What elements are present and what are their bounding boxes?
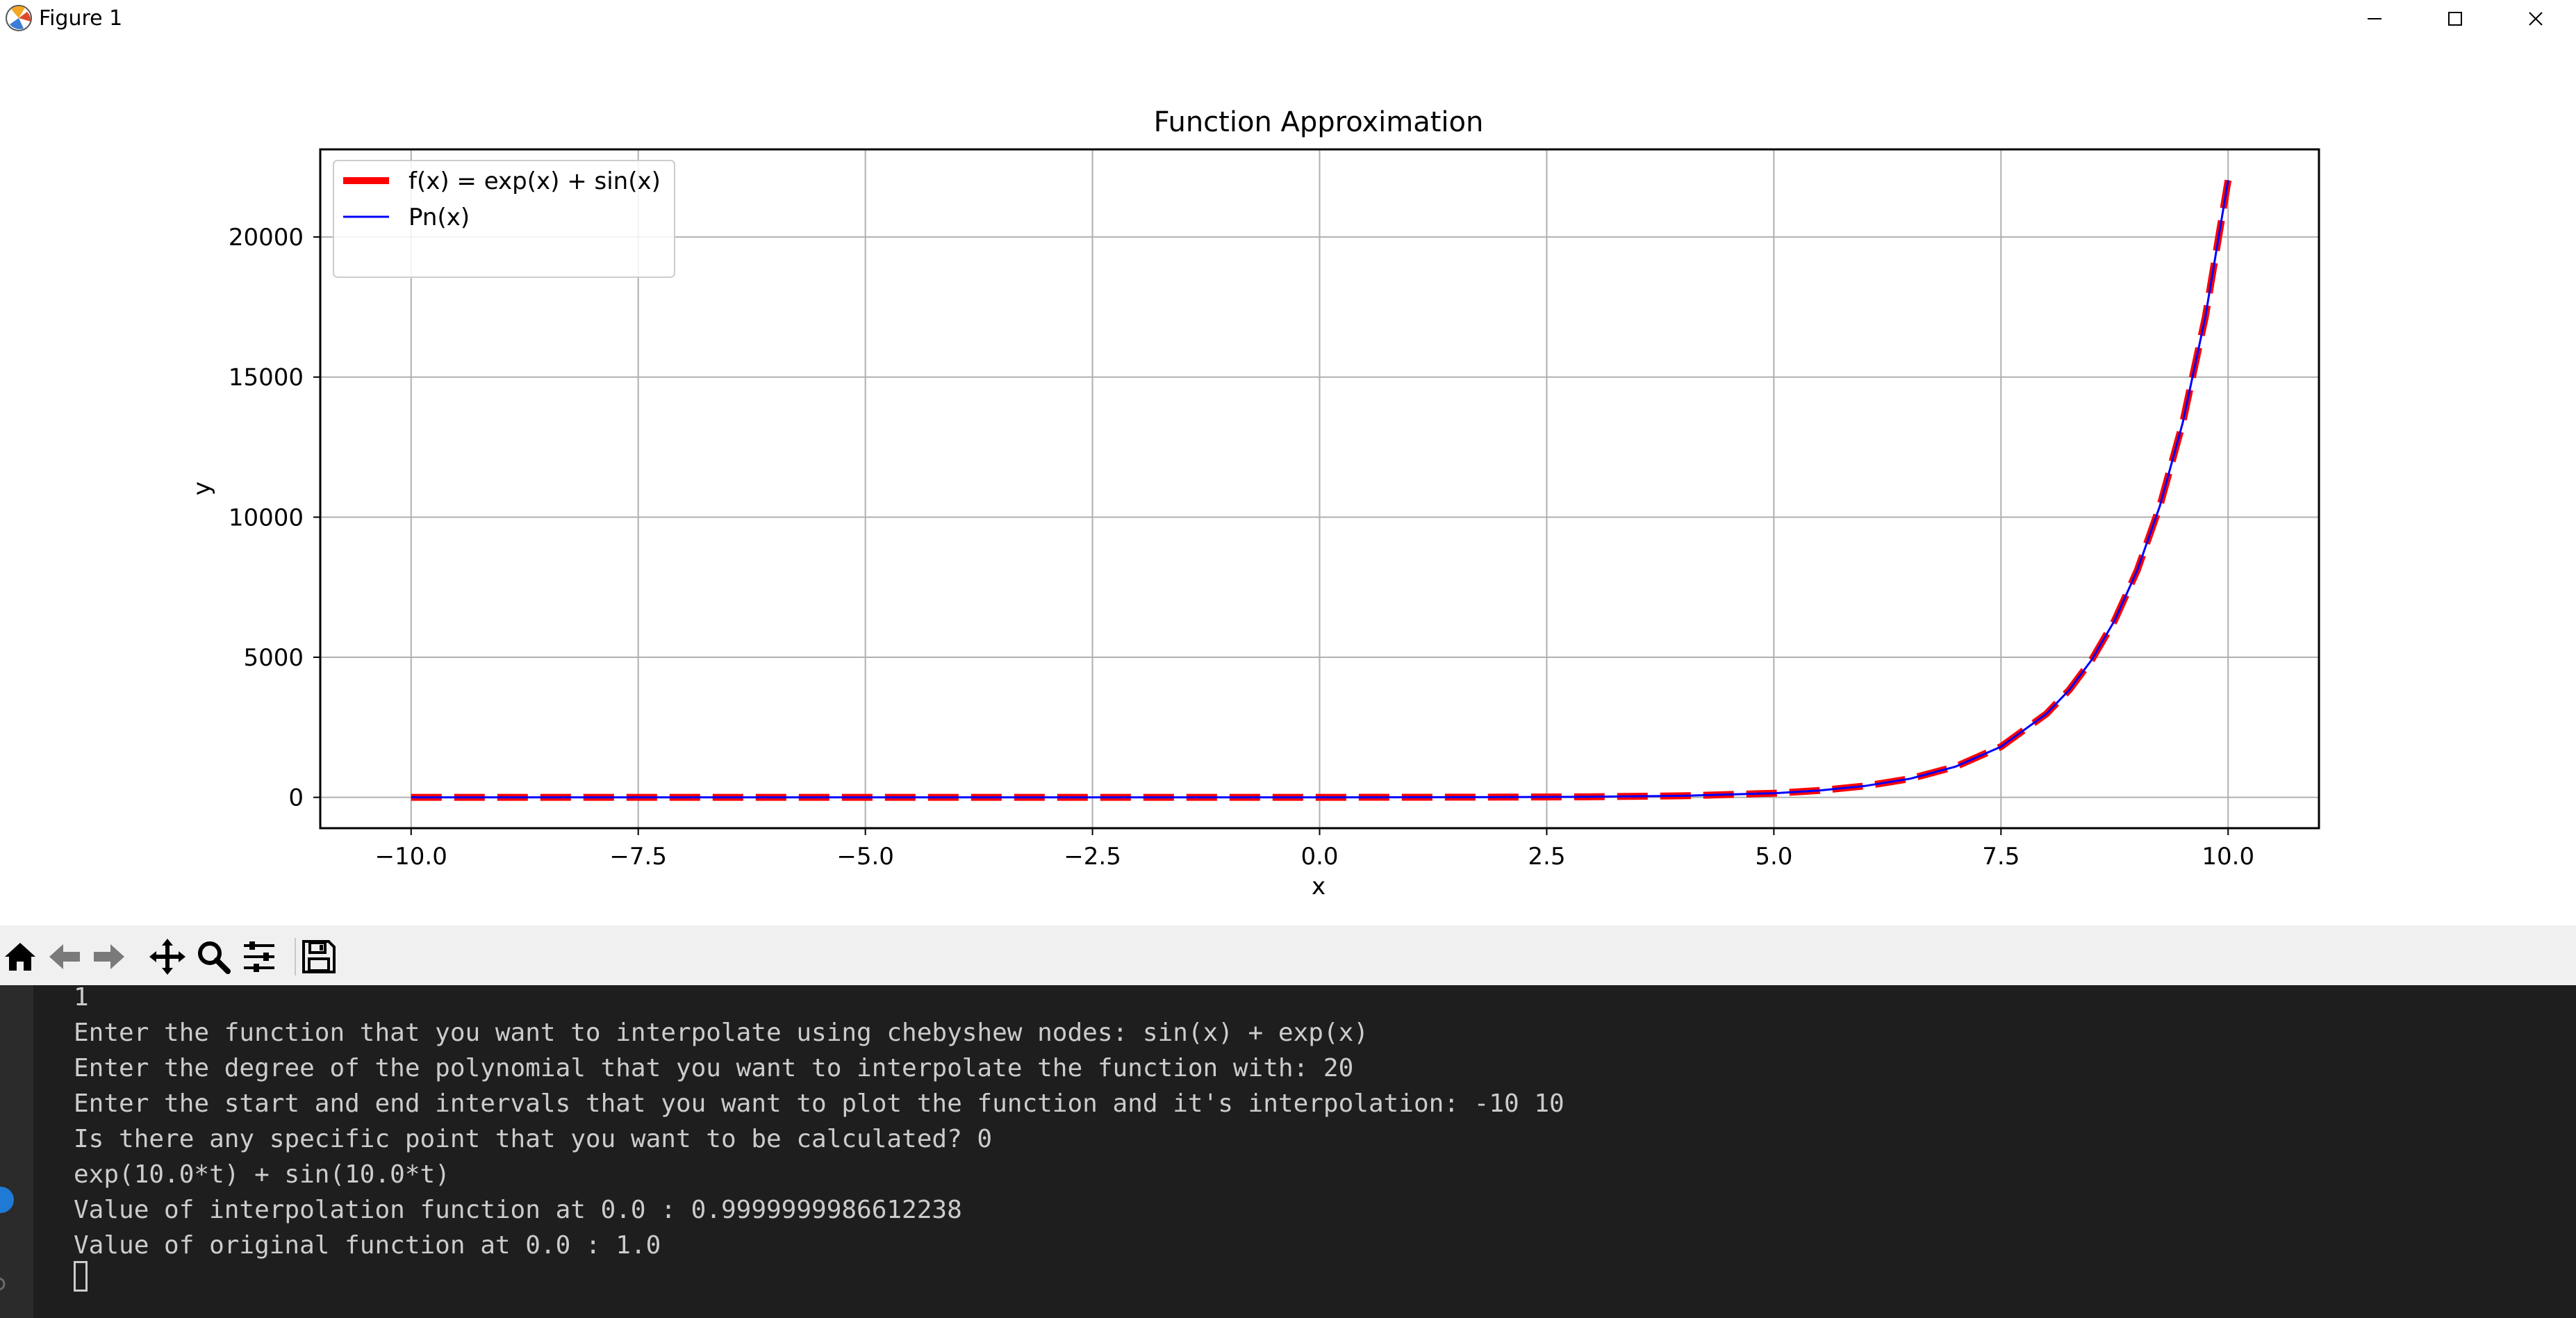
terminal-panel[interactable]: 1 Enter the function that you want to in… xyxy=(0,983,2576,1318)
legend-label: f(x) = exp(x) + sin(x) xyxy=(408,167,661,195)
legend-label: Pn(x) xyxy=(408,204,470,231)
navigation-toolbar xyxy=(0,925,2576,985)
maximize-icon xyxy=(2448,12,2462,26)
forward-icon xyxy=(94,944,124,969)
zoom-icon xyxy=(198,941,231,974)
legend: f(x) = exp(x) + sin(x) Pn(x) xyxy=(333,160,675,278)
x-tick-label: 0.0 xyxy=(1301,843,1338,871)
terminal-line: Enter the function that you want to inte… xyxy=(74,1019,1369,1047)
save-button[interactable] xyxy=(299,937,339,977)
terminal-line: 1 xyxy=(74,983,89,1012)
home-icon xyxy=(5,943,35,971)
minimize-icon xyxy=(2368,18,2381,19)
forward-button[interactable] xyxy=(89,937,129,977)
terminal-line: Value of original function at 0.0 : 1.0 xyxy=(74,1231,661,1260)
x-tick-label: 7.5 xyxy=(1982,843,2020,871)
y-tick-label: 5000 xyxy=(243,644,304,672)
legend-box xyxy=(333,160,675,278)
minimize-button[interactable] xyxy=(2334,0,2415,38)
x-axis-label: x xyxy=(1312,873,1326,900)
x-tick-label: 2.5 xyxy=(1528,843,1565,871)
y-axis-label: y xyxy=(188,481,216,495)
terminal-output: 1 Enter the function that you want to in… xyxy=(74,980,1564,1263)
terminal-line: exp(10.0*t) + sin(10.0*t) xyxy=(74,1160,450,1189)
close-icon xyxy=(2529,12,2543,26)
toolbar-separator xyxy=(295,938,296,975)
x-tick-label: −5.0 xyxy=(836,843,894,871)
x-tick-label: −7.5 xyxy=(609,843,667,871)
y-tick-label: 20000 xyxy=(229,224,304,252)
back-button[interactable] xyxy=(44,937,85,977)
maximize-button[interactable] xyxy=(2415,0,2495,38)
window-title-bar: Figure 1 xyxy=(0,0,2576,38)
terminal-line: Value of interpolation function at 0.0 :… xyxy=(74,1196,962,1224)
terminal-gutter xyxy=(0,985,33,1318)
configure-subplots-icon xyxy=(244,941,274,972)
save-icon xyxy=(302,940,336,973)
x-tick-label: −2.5 xyxy=(1064,843,1121,871)
x-tick-label: 10.0 xyxy=(2202,843,2254,871)
home-button[interactable] xyxy=(0,937,40,977)
figure-canvas[interactable]: Function Approximation −10.0 −7.5 −5.0 −2.5… xyxy=(0,38,2576,925)
y-tick-label: 0 xyxy=(288,784,304,812)
notification-badge-icon[interactable] xyxy=(0,1187,14,1213)
configure-subplots-button[interactable] xyxy=(239,937,279,977)
pan-button[interactable] xyxy=(147,937,188,977)
terminal-line: Enter the start and end intervals that y… xyxy=(74,1089,1564,1118)
terminal-line: Is there any specific point that you wan… xyxy=(74,1125,993,1153)
y-tick-label: 10000 xyxy=(229,504,304,532)
plot-area[interactable]: Function Approximation −10.0 −7.5 −5.0 −2.5… xyxy=(0,38,2576,925)
x-tick-label: 5.0 xyxy=(1755,843,1792,871)
window-title: Figure 1 xyxy=(39,6,123,31)
x-tick-label: −10.0 xyxy=(375,843,447,871)
zoom-button[interactable] xyxy=(193,937,233,977)
y-tick-label: 15000 xyxy=(229,364,304,392)
terminal-line: Enter the degree of the polynomial that … xyxy=(74,1054,1354,1082)
back-icon xyxy=(49,944,80,969)
matplotlib-logo-icon xyxy=(6,5,32,31)
terminal-cursor[interactable] xyxy=(74,1261,88,1292)
series-line-pn xyxy=(411,180,2229,799)
pan-icon xyxy=(149,939,185,975)
chart-title: Function Approximation xyxy=(1154,106,1484,138)
close-button[interactable] xyxy=(2495,0,2576,38)
gear-icon[interactable] xyxy=(0,1270,10,1298)
